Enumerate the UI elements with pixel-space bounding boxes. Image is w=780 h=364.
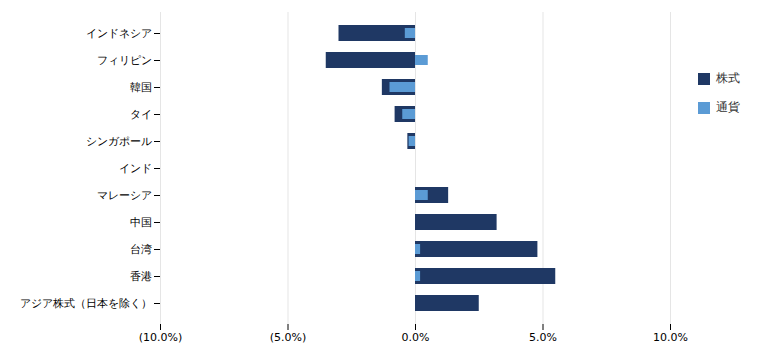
svg-text:タイ: タイ (130, 108, 152, 121)
svg-text:インドネシア: インドネシア (86, 27, 152, 40)
svg-text:シンガポール: シンガポール (86, 135, 152, 148)
svg-text:韓国: 韓国 (130, 81, 152, 94)
html-text:株式: 株式 (716, 71, 740, 85)
svg-text:5.0%: 5.0% (529, 331, 557, 344)
html-text:通貨: 通貨 (716, 100, 740, 114)
svg-text:香港: 香港 (130, 270, 152, 283)
svg-text:台湾: 台湾 (130, 243, 152, 256)
svg-text:マレーシア: マレーシア (97, 189, 152, 202)
svg-text:中国: 中国 (130, 216, 152, 229)
svg-text:(10.0%): (10.0%) (139, 331, 183, 344)
svg-text:インド: インド (119, 162, 152, 175)
svg-text:0.0%: 0.0% (402, 331, 430, 344)
svg-text:(5.0%): (5.0%) (270, 331, 307, 344)
svg-text:10.0%: 10.0% (653, 331, 688, 344)
svg-text:フィリピン: フィリピン (97, 54, 152, 67)
svg-text:アジア株式（日本を除く）: アジア株式（日本を除く） (20, 297, 152, 310)
